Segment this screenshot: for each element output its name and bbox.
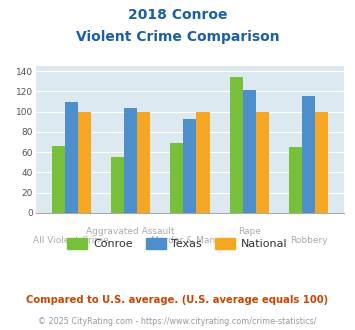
- Bar: [51, 146, 65, 213]
- Bar: [196, 112, 209, 213]
- Text: All Violent Crime: All Violent Crime: [33, 236, 109, 245]
- Text: Compared to U.S. average. (U.S. average equals 100): Compared to U.S. average. (U.S. average …: [26, 295, 329, 305]
- Text: Violent Crime Comparison: Violent Crime Comparison: [76, 30, 279, 44]
- Bar: [124, 108, 137, 213]
- Text: Aggravated Assault: Aggravated Assault: [86, 227, 175, 236]
- Bar: [137, 112, 150, 213]
- Bar: [289, 147, 302, 213]
- Bar: [111, 157, 124, 213]
- Text: Murder & Mans...: Murder & Mans...: [151, 236, 229, 245]
- Bar: [243, 90, 256, 213]
- Bar: [65, 102, 78, 213]
- Bar: [315, 112, 328, 213]
- Text: 2018 Conroe: 2018 Conroe: [128, 8, 227, 22]
- Bar: [302, 96, 315, 213]
- Bar: [256, 112, 269, 213]
- Text: Robbery: Robbery: [290, 236, 328, 245]
- Legend: Conroe, Texas, National: Conroe, Texas, National: [63, 234, 292, 253]
- Text: Rape: Rape: [238, 227, 261, 236]
- Bar: [170, 143, 184, 213]
- Bar: [78, 112, 91, 213]
- Bar: [184, 119, 196, 213]
- Text: © 2025 CityRating.com - https://www.cityrating.com/crime-statistics/: © 2025 CityRating.com - https://www.city…: [38, 317, 317, 326]
- Bar: [230, 77, 243, 213]
